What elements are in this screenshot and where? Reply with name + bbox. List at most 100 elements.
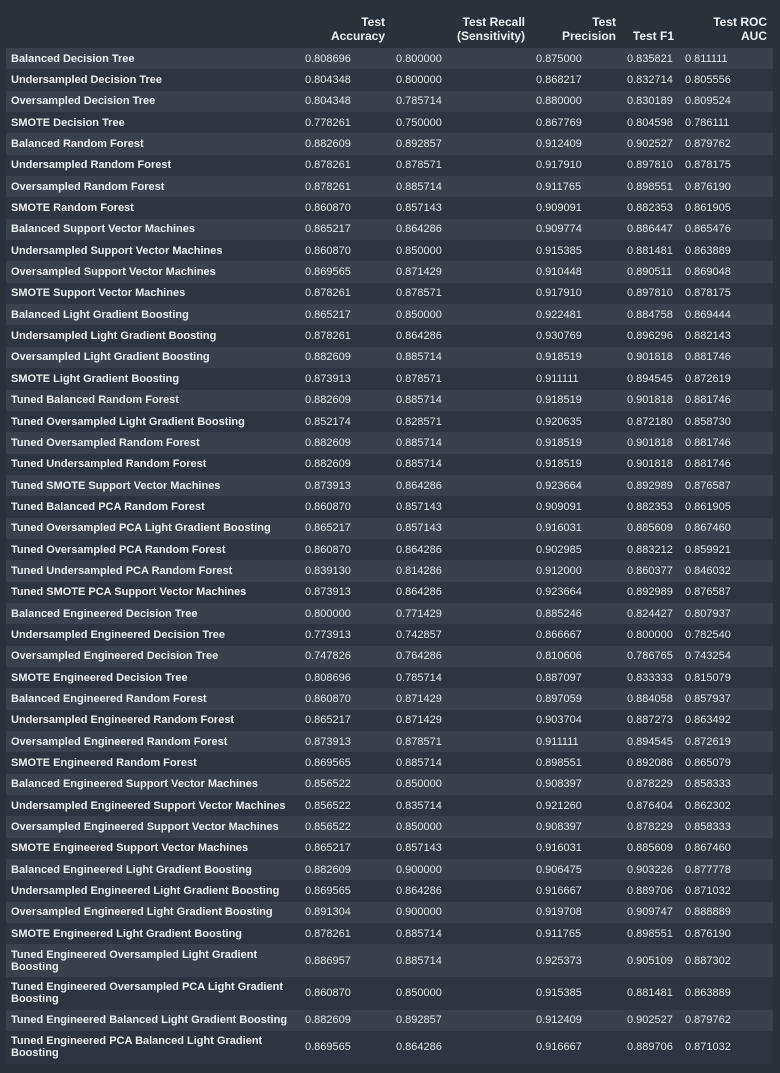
test-precision-cell: 0.916031: [536, 522, 582, 535]
test-roc-auc-cell: 0.807937: [685, 607, 731, 620]
test-roc-auc-cell: 0.858333: [685, 821, 731, 834]
test-accuracy-cell: 0.878261: [305, 287, 351, 300]
test-recall-cell: 0.764286: [396, 650, 442, 663]
table-row: SMOTE Engineered Light Gradient Boosting…: [6, 923, 773, 945]
test-accuracy-cell: 0.882609: [305, 436, 351, 449]
header-test-roc-auc: Test ROC AUC: [713, 15, 767, 43]
test-precision-cell: 0.868217: [536, 74, 582, 87]
model-name-cell: Undersampled Decision Tree: [11, 74, 162, 87]
test-recall-cell: 0.850000: [396, 987, 442, 1000]
test-f1-cell: 0.882353: [627, 500, 673, 513]
table-row: Balanced Support Vector Machines 0.865217…: [6, 218, 773, 241]
model-name-cell: Oversampled Engineered Support Vector Ma…: [11, 821, 279, 834]
test-recall-cell: 0.857143: [396, 522, 442, 535]
table-row: Tuned Oversampled Light Gradient Boostin…: [6, 410, 773, 433]
model-name-cell: Balanced Random Forest: [11, 138, 144, 151]
table-row: Undersampled Engineered Random Forest 0.8…: [6, 709, 773, 731]
model-name-cell: Tuned SMOTE Support Vector Machines: [11, 479, 221, 492]
model-name-cell: Balanced Engineered Support Vector Machi…: [11, 778, 258, 791]
test-roc-auc-cell: 0.881746: [685, 351, 731, 364]
test-accuracy-cell: 0.865217: [305, 842, 351, 855]
test-accuracy-cell: 0.860870: [305, 202, 351, 215]
test-precision-cell: 0.810606: [536, 650, 582, 663]
test-precision-cell: 0.908397: [536, 778, 582, 791]
test-recall-cell: 0.864286: [396, 543, 442, 556]
test-precision-cell: 0.885246: [536, 607, 582, 620]
model-name-cell: SMOTE Light Gradient Boosting: [11, 372, 180, 385]
table-body: Balanced Decision Tree 0.808696 0.800000 0.…: [6, 48, 773, 1064]
model-name-cell: Undersampled Engineered Random Forest: [11, 714, 235, 727]
test-precision-cell: 0.915385: [536, 987, 582, 1000]
test-precision-cell: 0.866667: [536, 628, 582, 641]
table-row: Tuned Engineered Oversampled Light Gradi…: [6, 944, 773, 978]
model-name-cell: Oversampled Engineered Decision Tree: [11, 650, 219, 663]
test-accuracy-cell: 0.882609: [305, 1014, 351, 1027]
test-accuracy-cell: 0.860870: [305, 692, 351, 705]
test-accuracy-cell: 0.839130: [305, 564, 351, 577]
test-recall-cell: 0.850000: [396, 308, 442, 321]
test-precision-cell: 0.906475: [536, 863, 582, 876]
model-name-cell: SMOTE Engineered Support Vector Machines: [11, 842, 249, 855]
test-accuracy-cell: 0.865217: [305, 223, 351, 236]
test-recall-cell: 0.885714: [396, 757, 442, 770]
table-row: SMOTE Random Forest 0.860870 0.857143 0.909…: [6, 197, 773, 219]
test-roc-auc-cell: 0.881746: [685, 458, 731, 471]
test-accuracy-cell: 0.856522: [305, 799, 351, 812]
test-precision-cell: 0.909091: [536, 500, 582, 513]
test-accuracy-cell: 0.891304: [305, 906, 351, 919]
test-accuracy-cell: 0.869565: [305, 757, 351, 770]
test-f1-cell: 0.886447: [627, 223, 673, 236]
test-precision-cell: 0.867769: [536, 116, 582, 129]
test-roc-auc-cell: 0.881746: [685, 394, 731, 407]
test-precision-cell: 0.919708: [536, 906, 582, 919]
model-name-cell: Balanced Engineered Light Gradient Boost…: [11, 863, 252, 876]
test-f1-cell: 0.889706: [627, 1041, 673, 1054]
test-roc-auc-cell: 0.867460: [685, 522, 731, 535]
test-recall-cell: 0.835714: [396, 799, 442, 812]
test-roc-auc-cell: 0.879762: [685, 1014, 731, 1027]
test-precision-cell: 0.912409: [536, 138, 582, 151]
test-precision-cell: 0.897059: [536, 692, 582, 705]
test-f1-cell: 0.901818: [627, 436, 673, 449]
test-accuracy-cell: 0.882609: [305, 351, 351, 364]
test-precision-cell: 0.916031: [536, 842, 582, 855]
header-test-accuracy: Test Accuracy: [330, 15, 385, 43]
test-precision-cell: 0.915385: [536, 244, 582, 257]
model-name-cell: Oversampled Engineered Random Forest: [11, 735, 228, 748]
header-row: Test Accuracy Test Recall (Sensitivity) …: [6, 11, 773, 48]
table-row: Undersampled Support Vector Machines 0.86…: [6, 240, 773, 262]
table-row: Oversampled Decision Tree 0.804348 0.78571…: [6, 90, 773, 113]
test-roc-auc-cell: 0.865079: [685, 757, 731, 770]
test-f1-cell: 0.876404: [627, 799, 673, 812]
test-accuracy-cell: 0.856522: [305, 778, 351, 791]
model-name-cell: SMOTE Engineered Random Forest: [11, 757, 197, 770]
test-recall-cell: 0.892857: [396, 1014, 442, 1027]
test-accuracy-cell: 0.804348: [305, 74, 351, 87]
test-precision-cell: 0.911111: [536, 735, 579, 748]
test-f1-cell: 0.901818: [627, 394, 673, 407]
test-recall-cell: 0.850000: [396, 244, 442, 257]
test-f1-cell: 0.905109: [627, 954, 673, 967]
test-accuracy-cell: 0.860870: [305, 543, 351, 556]
test-roc-auc-cell: 0.878175: [685, 287, 731, 300]
test-precision-cell: 0.911765: [536, 180, 582, 193]
test-precision-cell: 0.912409: [536, 1014, 582, 1027]
model-name-cell: Oversampled Support Vector Machines: [11, 266, 216, 279]
test-precision-cell: 0.923664: [536, 479, 582, 492]
test-f1-cell: 0.892989: [627, 479, 673, 492]
table-row: Tuned Balanced Random Forest 0.882609 0.88…: [6, 389, 773, 411]
model-name-cell: SMOTE Engineered Light Gradient Boosting: [11, 927, 243, 940]
test-accuracy-cell: 0.856522: [305, 821, 351, 834]
model-name-cell: Balanced Decision Tree: [11, 52, 135, 65]
test-precision-cell: 0.918519: [536, 394, 582, 407]
test-accuracy-cell: 0.747826: [305, 650, 351, 663]
test-roc-auc-cell: 0.876587: [685, 586, 731, 599]
test-recall-cell: 0.864286: [396, 223, 442, 236]
test-f1-cell: 0.901818: [627, 351, 673, 364]
test-recall-cell: 0.864286: [396, 330, 442, 343]
test-roc-auc-cell: 0.869048: [685, 266, 731, 279]
model-name-cell: Oversampled Random Forest: [11, 180, 165, 193]
test-precision-cell: 0.917910: [536, 287, 582, 300]
table-row: Tuned SMOTE Support Vector Machines 0.873…: [6, 474, 773, 497]
test-roc-auc-cell: 0.809524: [685, 95, 731, 108]
